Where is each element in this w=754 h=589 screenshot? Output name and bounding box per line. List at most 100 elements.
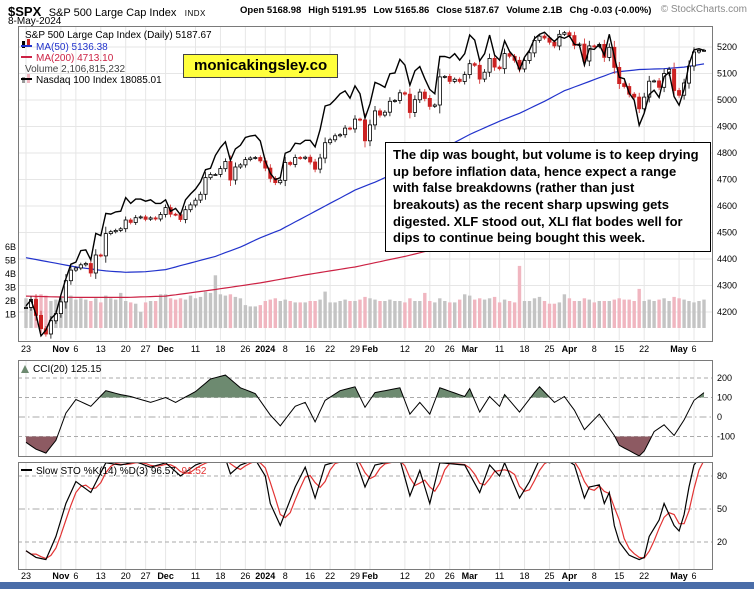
svg-text:4700: 4700 bbox=[717, 175, 737, 185]
symbol: $SPX bbox=[8, 4, 42, 19]
x-axis-labels-bottom: 23 Nov 6 13 20 27 Dec 11 18 26 2024 8 16 22 29 Feb 12 20 2… bbox=[0, 571, 754, 583]
x-axis-tick: 20 bbox=[120, 571, 131, 581]
x-axis-tick: 26 bbox=[240, 344, 251, 354]
legend-cci: CCI(20) 125.15 bbox=[21, 364, 101, 375]
bottom-bar bbox=[0, 582, 754, 589]
x-axis-tick: 11 bbox=[190, 344, 201, 354]
svg-text:0: 0 bbox=[717, 412, 722, 422]
x-axis-tick: Dec bbox=[157, 571, 174, 581]
x-axis-tick: 11 bbox=[494, 344, 505, 354]
legend-ma50-label: MA(50) 5136.38 bbox=[36, 42, 108, 53]
index-name: S&P 500 Large Cap Index bbox=[48, 7, 177, 19]
x-axis-tick: 2024 bbox=[255, 571, 276, 581]
x-axis-tick: 25 bbox=[544, 344, 555, 354]
x-axis-tick: 22 bbox=[325, 571, 336, 581]
svg-text:4200: 4200 bbox=[717, 307, 737, 317]
exchange-tag: INDX bbox=[184, 9, 206, 18]
sto-d-line bbox=[25, 463, 704, 560]
x-axis-tick: Nov bbox=[52, 571, 70, 581]
nasdaq-line bbox=[25, 31, 705, 338]
svg-text:4900: 4900 bbox=[717, 122, 737, 132]
svg-text:6B: 6B bbox=[5, 242, 16, 252]
x-axis-tick: 12 bbox=[399, 344, 410, 354]
x-axis-tick: 23 bbox=[20, 571, 31, 581]
x-axis-tick: 6 bbox=[73, 571, 79, 581]
ma200-line-swatch bbox=[21, 56, 32, 58]
quote-close: Close 5187.67 bbox=[436, 5, 500, 16]
legend-price: S&P 500 Large Cap Index (Daily) 5187.67 bbox=[21, 30, 212, 48]
legend-nasdaq-label: Nasdaq 100 Index 18085.01 bbox=[36, 75, 162, 86]
x-axis-tick: 29 bbox=[350, 344, 361, 354]
x-axis-tick: 27 bbox=[140, 571, 151, 581]
x-axis-tick: 2024 bbox=[255, 344, 276, 354]
x-axis-tick: 18 bbox=[215, 571, 226, 581]
x-axis-tick: 8 bbox=[282, 344, 288, 354]
svg-text:1B: 1B bbox=[5, 310, 16, 320]
nasdaq-line-swatch bbox=[21, 78, 32, 80]
legend-ma200: MA(200) 4713.10 bbox=[21, 53, 113, 64]
svg-text:100: 100 bbox=[717, 393, 732, 403]
svg-text:3B: 3B bbox=[5, 283, 16, 293]
legend-ma200-label: MA(200) 4713.10 bbox=[36, 53, 114, 64]
x-axis-tick: 20 bbox=[120, 344, 131, 354]
svg-text:4300: 4300 bbox=[717, 281, 737, 291]
x-axis-tick: 22 bbox=[325, 344, 336, 354]
svg-text:200: 200 bbox=[717, 373, 732, 383]
svg-text:5B: 5B bbox=[5, 256, 16, 266]
x-axis-tick: 27 bbox=[140, 344, 151, 354]
legend-cci-label: CCI(20) 125.15 bbox=[33, 364, 102, 375]
svg-text:4400: 4400 bbox=[717, 254, 737, 264]
ma50-line-swatch bbox=[21, 45, 32, 47]
x-axis-labels-top: 23 Nov 6 13 20 27 Dec 11 18 26 2024 8 16 22 29 Feb 12 20 2… bbox=[0, 344, 754, 356]
x-axis-tick: 20 bbox=[424, 571, 435, 581]
x-axis-tick: May bbox=[670, 344, 688, 354]
x-axis-tick: Feb bbox=[361, 571, 378, 581]
cci-line bbox=[25, 374, 705, 457]
x-axis-tick: 8 bbox=[591, 571, 597, 581]
cci-negative-fill bbox=[26, 436, 704, 456]
price-panel: 5200 5100 5000 4900 4800 4700 4600 4500 4400 4300… bbox=[5, 26, 737, 342]
chart-header: $SPX S&P 500 Large Cap Index INDX bbox=[8, 3, 206, 21]
x-axis-tick: Feb bbox=[361, 344, 378, 354]
x-axis-tick: Mar bbox=[461, 571, 478, 581]
x-axis-tick: 15 bbox=[614, 571, 625, 581]
cci-positive-fill bbox=[26, 375, 704, 398]
x-axis-tick: 25 bbox=[544, 571, 555, 581]
legend-volume: Volume 2,106,815,232 bbox=[21, 64, 125, 83]
svg-text:20: 20 bbox=[717, 537, 727, 547]
x-axis-tick: 13 bbox=[95, 571, 106, 581]
x-axis-tick: 16 bbox=[305, 571, 316, 581]
legend-price-label: S&P 500 Large Cap Index (Daily) 5187.67 bbox=[25, 30, 212, 41]
x-axis-tick: May bbox=[670, 571, 688, 581]
x-axis-tick: Dec bbox=[157, 344, 174, 354]
chart-date: 8-May-2024 bbox=[8, 16, 62, 27]
x-axis-tick: 22 bbox=[639, 571, 650, 581]
sto-k-line bbox=[25, 463, 697, 561]
x-axis-tick: 26 bbox=[444, 571, 455, 581]
legend-ma50: MA(50) 5136.38 bbox=[21, 42, 108, 53]
x-axis-tick: Apr bbox=[561, 344, 578, 354]
x-axis-tick: 6 bbox=[691, 344, 697, 354]
x-axis-tick: 13 bbox=[95, 344, 106, 354]
legend-sto-d-label: 91.52 bbox=[181, 466, 207, 477]
watermark: monicakingsley.co bbox=[183, 54, 339, 78]
legend-nasdaq: Nasdaq 100 Index 18085.01 bbox=[21, 75, 162, 86]
x-axis-tick: 18 bbox=[215, 344, 226, 354]
x-axis-tick: 15 bbox=[614, 344, 625, 354]
x-axis-tick: 8 bbox=[282, 571, 288, 581]
quote-open: Open 5168.98 bbox=[240, 5, 302, 16]
svg-text:4600: 4600 bbox=[717, 201, 737, 211]
x-axis-tick: 18 bbox=[519, 571, 530, 581]
x-axis-tick: 22 bbox=[639, 344, 650, 354]
svg-text:4800: 4800 bbox=[717, 148, 737, 158]
x-axis-tick: Mar bbox=[461, 344, 478, 354]
svg-text:50: 50 bbox=[717, 504, 727, 514]
stochastic-panel: 80 50 20 bbox=[18, 462, 727, 570]
x-axis-tick: 6 bbox=[73, 344, 79, 354]
cci-panel: 200 100 0 -100 bbox=[18, 360, 735, 457]
svg-text:5000: 5000 bbox=[717, 95, 737, 105]
quote-low: Low 5165.86 bbox=[373, 5, 430, 16]
x-axis-tick: 18 bbox=[519, 344, 530, 354]
svg-text:80: 80 bbox=[717, 471, 727, 481]
